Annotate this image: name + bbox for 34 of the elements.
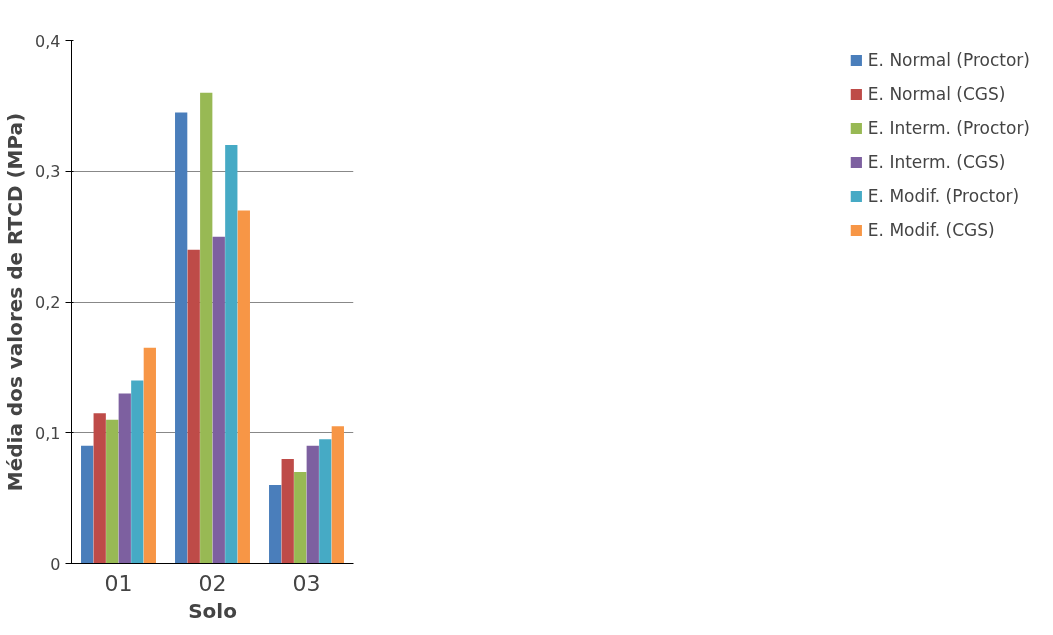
x-tick-label: 03 [292,570,321,596]
bar [281,458,294,564]
legend-label: E. Modif. (Proctor) [867,186,1020,206]
legend-label: E. Interm. (CGS) [867,152,1006,172]
bar [200,92,213,564]
y-tick-label: 0,2 [35,293,61,312]
legend-label: E. Normal (CGS) [867,84,1006,104]
legend-label: E. Modif. (CGS) [867,220,995,240]
y-tick-label: 0 [50,554,61,574]
bar [118,393,131,564]
y-tick-label: 0,3 [35,162,61,182]
legend-label: E. Normal (Proctor) [867,50,1030,70]
bar [187,249,200,564]
x-axis-title: Solo [188,598,237,623]
bar [175,112,188,564]
x-tick-label: 01 [104,570,133,596]
bar [331,426,344,564]
y-tick-label: 0,1 [35,423,61,443]
bar [306,445,319,564]
x-tick-label: 02 [198,570,227,596]
bar [294,471,307,564]
bar [131,380,144,564]
bar [106,419,119,564]
bar [93,413,106,564]
bar [212,236,225,564]
bar [143,347,156,564]
y-axis-title: Média dos valores de RTCD (MPa) [3,112,28,492]
bar [269,485,282,564]
bar [81,445,94,564]
legend-label: E. Interm. (Proctor) [867,118,1030,138]
bar [319,439,332,564]
bar [225,145,238,564]
y-tick-label: 0,4 [35,31,61,51]
bar [237,210,250,564]
